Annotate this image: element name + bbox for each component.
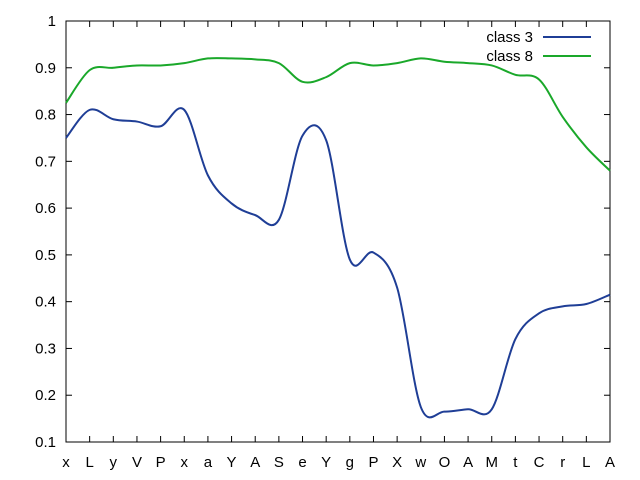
legend: class 3 class 8	[486, 29, 591, 65]
y-tick-label: 0.4	[35, 294, 56, 311]
series-line-class-8	[65, 57, 611, 172]
x-tick-label: X	[392, 454, 402, 471]
x-tick-label: Y	[321, 454, 331, 471]
plot-border	[65, 20, 611, 443]
x-tick-label: A	[605, 454, 615, 471]
x-tick-label: M	[485, 454, 498, 471]
x-tick-label: O	[439, 454, 451, 471]
x-tick-label: x	[181, 454, 189, 471]
x-tick-label: g	[346, 454, 354, 471]
x-tick-label: e	[298, 454, 306, 471]
legend-label: class 3	[486, 29, 533, 46]
x-tick-label: r	[560, 454, 565, 471]
x-tick-label: C	[534, 454, 545, 471]
y-tick-label: 0.3	[35, 340, 56, 357]
x-tick-label: x	[62, 454, 70, 471]
x-tick-label: w	[414, 454, 426, 471]
y-tick-label: 0.2	[35, 387, 56, 404]
plot-frame	[65, 20, 611, 443]
y-tick-label: 0.5	[35, 247, 56, 264]
x-tick-label: a	[204, 454, 213, 471]
x-tick-label: P	[156, 454, 166, 471]
x-tick-label: P	[368, 454, 378, 471]
y-tick-label: 0.7	[35, 153, 56, 170]
series-layer	[65, 57, 611, 419]
x-tick-label: y	[110, 454, 118, 471]
x-tick-label: L	[85, 454, 93, 471]
legend-label: class 8	[486, 48, 533, 65]
x-tick-label: V	[132, 454, 142, 471]
series-line-class-3	[65, 107, 611, 419]
x-tick-label: A	[463, 454, 473, 471]
y-tick-label: 0.6	[35, 200, 56, 217]
x-tick-label: S	[274, 454, 284, 471]
x-tick-label: Y	[227, 454, 237, 471]
y-tick-label: 0.9	[35, 60, 56, 77]
x-tick-label: A	[250, 454, 260, 471]
y-tick-label: 1	[48, 13, 56, 30]
x-tick-label: L	[582, 454, 590, 471]
x-tick-label: t	[513, 454, 518, 471]
y-tick-label: 0.1	[35, 434, 56, 451]
y-axis: 0.1 0.2 0.3 0.4 0.5 0.6 0.7 0.8 0.9 1	[35, 13, 610, 451]
y-tick-label: 0.8	[35, 107, 56, 124]
